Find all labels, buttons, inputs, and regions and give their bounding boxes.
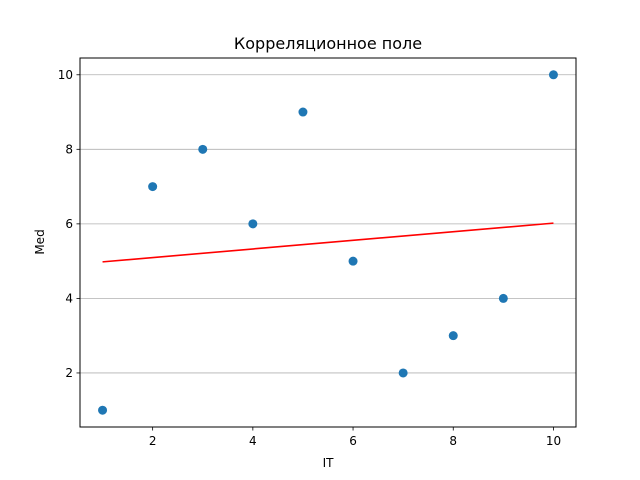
data-point	[198, 144, 208, 154]
trend-line	[102, 222, 554, 263]
y-tick-label: 8	[65, 142, 73, 156]
x-tick-label: 2	[149, 434, 157, 448]
chart-title: Корреляционное поле	[234, 34, 422, 53]
data-point	[248, 219, 258, 229]
y-tick-label: 2	[65, 366, 73, 380]
y-axis-label: Med	[33, 229, 47, 254]
x-tick-label: 6	[349, 434, 357, 448]
data-point	[398, 368, 408, 378]
data-point	[498, 293, 508, 303]
y-tick-label: 10	[58, 68, 73, 82]
plot-frame	[79, 57, 577, 428]
data-point	[98, 405, 108, 415]
x-tick-label: 10	[546, 434, 561, 448]
grid-lines	[80, 74, 576, 374]
y-tick-label: 6	[65, 217, 73, 231]
y-tick-label: 4	[65, 291, 73, 305]
x-axis-label: IT	[323, 456, 335, 470]
data-point	[448, 331, 458, 341]
y-axis-ticks: 2 4 6 8 10	[58, 68, 80, 380]
data-point	[348, 256, 358, 266]
scatter-points	[98, 70, 558, 415]
x-tick-label: 8	[449, 434, 457, 448]
data-point	[298, 107, 308, 117]
x-axis-ticks: 2 4 6 8 10	[149, 427, 561, 448]
trend-line-group	[102, 222, 554, 263]
data-point	[148, 182, 158, 192]
x-tick-label: 4	[249, 434, 257, 448]
data-point	[548, 70, 558, 80]
